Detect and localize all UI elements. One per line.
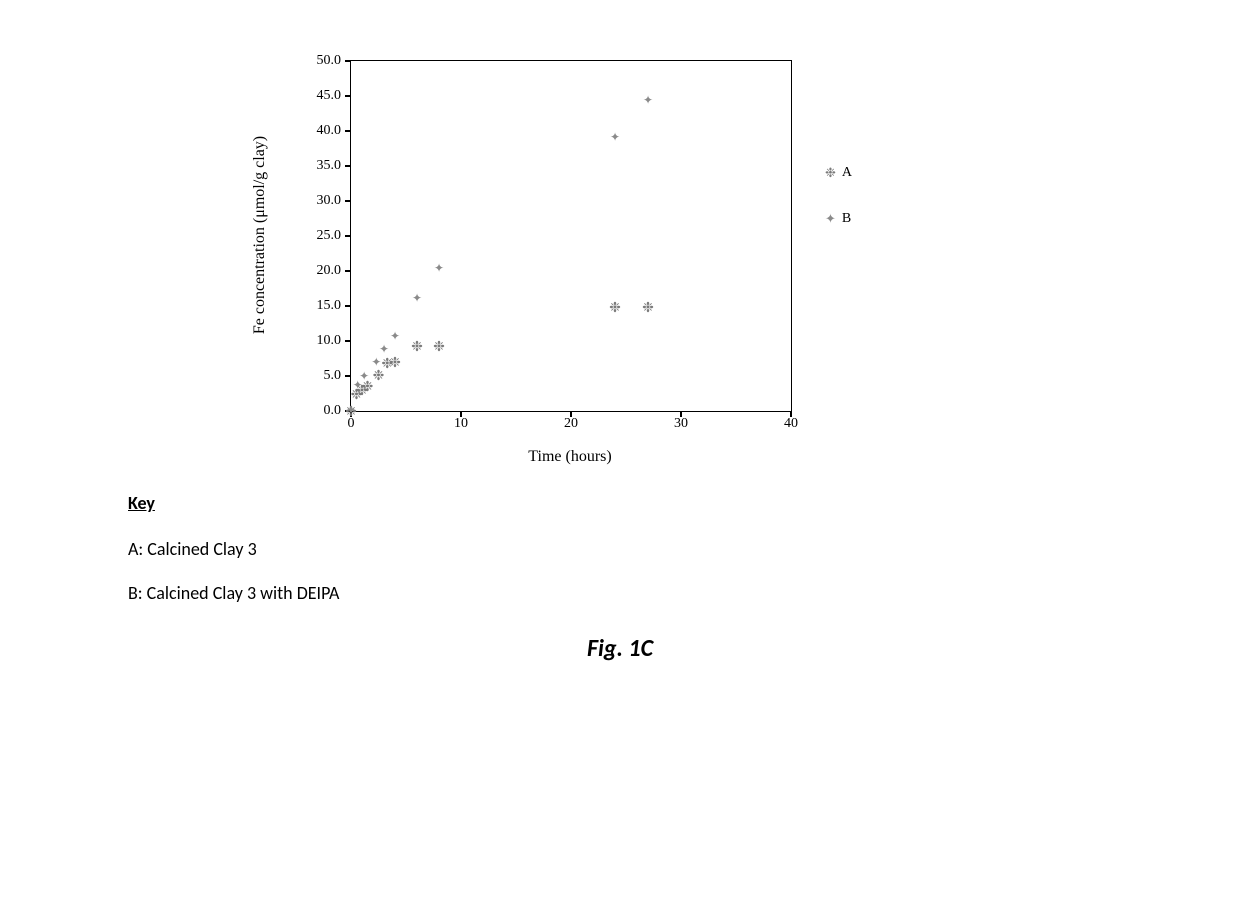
legend-label: A (842, 165, 852, 181)
figure-caption: Fig. 1C (0, 634, 1240, 663)
y-tick (345, 235, 351, 237)
y-tick-label: 25.0 (317, 228, 342, 244)
y-tick (345, 95, 351, 97)
y-tick-label: 20.0 (317, 263, 342, 279)
data-point-a: ❉ (642, 300, 654, 314)
y-tick-label: 5.0 (324, 368, 342, 384)
y-tick-label: 35.0 (317, 158, 342, 174)
y-tick-label: 30.0 (317, 193, 342, 209)
y-tick-label: 50.0 (317, 53, 342, 69)
key-section: Key A: Calcined Clay 3 B: Calcined Clay … (128, 492, 1240, 604)
chart-area: Fe concentration (μmol/g clay) 0.05.010.… (270, 60, 990, 412)
key-title: Key (128, 492, 1240, 514)
data-point-b: ✦ (371, 356, 381, 368)
legend-marker-icon: ✦ (825, 211, 836, 227)
y-tick-label: 45.0 (317, 88, 342, 104)
y-tick-label: 10.0 (317, 333, 342, 349)
data-point-a: ❉ (433, 339, 445, 353)
legend-entry-a: ❉A (825, 165, 852, 181)
legend: ❉A✦B (825, 165, 852, 257)
legend-label: B (842, 211, 851, 227)
data-point-b: ✦ (359, 370, 369, 382)
data-point-b: ✦ (390, 330, 400, 342)
key-line-a: A: Calcined Clay 3 (128, 538, 1240, 560)
y-tick (345, 375, 351, 377)
y-axis-title: Fe concentration (μmol/g clay) (251, 136, 269, 334)
data-point-a: ❉ (389, 355, 401, 369)
y-tick (345, 270, 351, 272)
data-point-b: ✦ (434, 262, 444, 274)
x-axis-title: Time (hours) (528, 448, 611, 466)
y-tick-label: 15.0 (317, 298, 342, 314)
y-tick (345, 340, 351, 342)
x-tick-label: 10 (454, 416, 468, 432)
y-tick (345, 60, 351, 62)
data-point-a: ❉ (411, 339, 423, 353)
data-point-b: ✦ (379, 343, 389, 355)
y-tick (345, 200, 351, 202)
data-point-a: ❉ (609, 300, 621, 314)
data-point-b: ✦ (643, 94, 653, 106)
legend-marker-icon: ❉ (825, 165, 836, 181)
data-point-b: ✦ (412, 292, 422, 304)
y-tick (345, 165, 351, 167)
data-point-b: ✦ (610, 131, 620, 143)
x-tick-label: 30 (674, 416, 688, 432)
figure-container: Fe concentration (μmol/g clay) 0.05.010.… (0, 60, 1240, 663)
x-tick-label: 20 (564, 416, 578, 432)
x-tick-label: 40 (784, 416, 798, 432)
scatter-plot: 0.05.010.015.020.025.030.035.040.045.050… (350, 60, 792, 412)
y-tick-label: 0.0 (324, 403, 342, 419)
key-line-b: B: Calcined Clay 3 with DEIPA (128, 582, 1240, 604)
y-tick (345, 130, 351, 132)
legend-entry-b: ✦B (825, 211, 852, 227)
y-tick (345, 305, 351, 307)
y-tick-label: 40.0 (317, 123, 342, 139)
data-point-b: ✦ (346, 404, 356, 416)
